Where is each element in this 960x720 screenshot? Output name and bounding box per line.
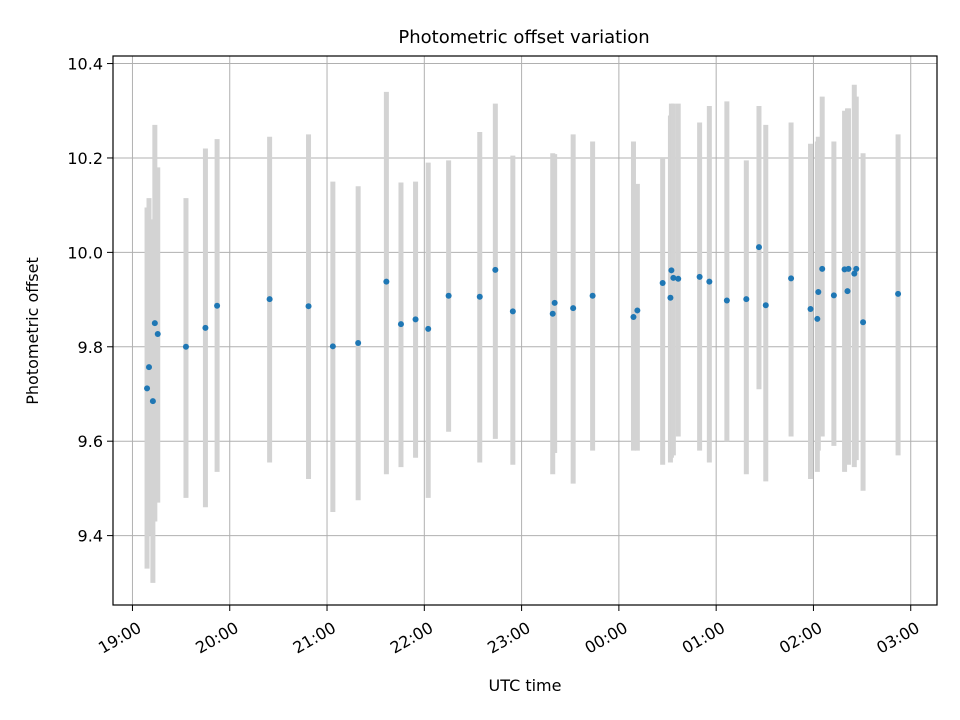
data-point: [851, 270, 858, 277]
data-point: [154, 331, 161, 338]
data-point: [266, 296, 273, 303]
data-point: [509, 308, 516, 315]
data-point: [659, 280, 666, 287]
data-point: [844, 288, 851, 295]
y-tick-label: 10.2: [67, 149, 103, 168]
data-point: [445, 292, 452, 299]
grid: [113, 56, 937, 605]
data-point: [151, 320, 158, 327]
data-point: [383, 278, 390, 285]
data-point: [755, 244, 762, 251]
data-point: [476, 293, 483, 300]
data-point: [668, 267, 675, 274]
data-point: [144, 385, 151, 392]
data-point: [182, 343, 189, 350]
data-point: [670, 274, 677, 281]
data-point: [706, 278, 713, 285]
y-tick-label: 10.0: [67, 243, 103, 262]
data-point: [675, 275, 682, 282]
data-point: [667, 294, 674, 301]
data-point: [634, 307, 641, 314]
data-point: [202, 324, 209, 331]
data-point: [412, 316, 419, 323]
data-point: [589, 292, 596, 299]
y-tick-label: 10.4: [67, 55, 103, 74]
chart-title: Photometric offset variation: [398, 27, 649, 48]
data-point: [549, 310, 556, 317]
y-axis-ticks: 9.4 9.6 9.8 10.0 10.2 10.4: [67, 55, 113, 546]
data-point: [329, 343, 336, 350]
data-point: [895, 290, 902, 297]
x-axis-label: UTC time: [489, 676, 562, 695]
data-point: [145, 364, 152, 371]
data-point: [696, 273, 703, 280]
data-point: [830, 292, 837, 299]
plot-frame: [112, 55, 938, 606]
y-axis-label: Photometric offset: [23, 257, 42, 405]
data-point: [551, 299, 558, 306]
data-point: [425, 325, 432, 332]
data-point: [492, 266, 499, 273]
data-point: [815, 289, 822, 296]
data-point: [819, 265, 826, 272]
data-point: [214, 302, 221, 309]
data-point: [807, 306, 814, 313]
data-point: [845, 265, 852, 272]
data-point: [149, 398, 156, 405]
data-point: [853, 265, 860, 272]
data-point: [860, 319, 867, 326]
data-point: [762, 302, 769, 309]
data-point: [630, 314, 637, 321]
data-point: [397, 321, 404, 328]
data-point: [743, 296, 750, 303]
data-point: [305, 303, 312, 310]
data-point: [355, 340, 362, 347]
y-tick-label: 9.8: [78, 338, 103, 357]
data-points: [144, 244, 902, 405]
data-point: [723, 297, 730, 304]
y-tick-label: 9.4: [78, 527, 103, 546]
data-point: [570, 305, 577, 312]
data-point: [814, 315, 821, 322]
data-point: [788, 275, 795, 282]
y-tick-label: 9.6: [78, 432, 103, 451]
